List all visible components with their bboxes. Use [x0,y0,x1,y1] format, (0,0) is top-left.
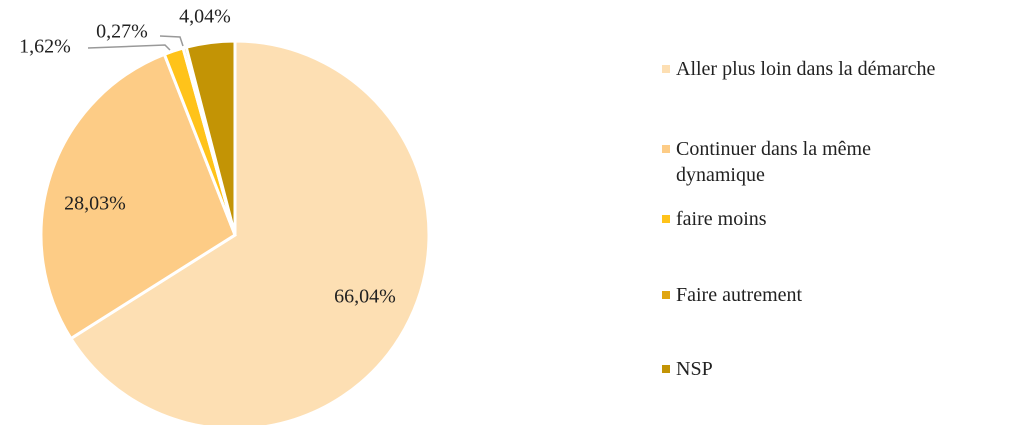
legend-item: Aller plus loin dans la démarche [662,56,935,82]
legend-swatch [662,215,670,223]
data-label: 0,27% [96,21,148,43]
legend-label: faire moins [676,208,767,230]
legend-item: Continuer dans la même dynamique [662,136,952,188]
legend-swatch [662,145,670,153]
legend-item: NSP [662,356,713,382]
legend-label: Continuer dans la même dynamique [676,138,871,186]
legend-label: Faire autrement [676,284,803,306]
legend-label: NSP [676,358,713,380]
leader-line [87,44,171,51]
leader-line [159,35,184,47]
data-label: 4,04% [179,6,231,28]
data-label: 1,62% [19,36,71,58]
legend-label: Aller plus loin dans la démarche [676,58,936,80]
pie-slice [39,52,237,341]
data-label: 66,04% [334,286,396,308]
data-label: 28,03% [64,193,126,215]
pie-slice [68,39,431,425]
legend-swatch [662,291,670,299]
legend-swatch [662,365,670,373]
legend-item: faire moins [662,206,767,232]
legend-swatch [662,65,670,73]
legend-item: Faire autrement [662,282,802,308]
pie-slice [184,39,237,236]
